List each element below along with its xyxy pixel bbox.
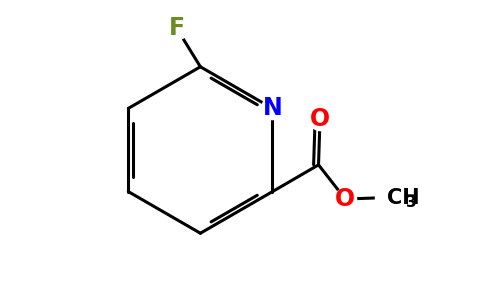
- Text: O: O: [310, 107, 330, 131]
- Text: 3: 3: [406, 195, 417, 210]
- Text: N: N: [263, 96, 282, 120]
- Text: O: O: [335, 187, 355, 211]
- Text: F: F: [168, 16, 185, 40]
- Text: CH: CH: [387, 188, 420, 208]
